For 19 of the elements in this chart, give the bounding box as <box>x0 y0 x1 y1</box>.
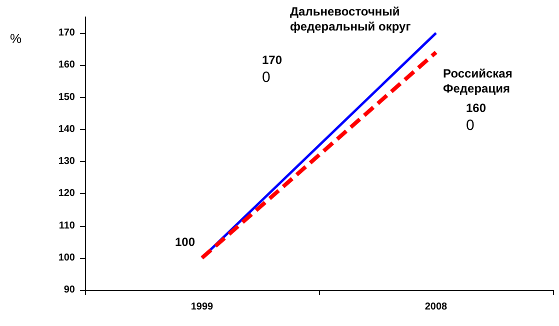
y-tick-label: 170 <box>58 28 76 39</box>
y-tick-label: 130 <box>58 156 76 168</box>
y-tick-label: 110 <box>58 220 76 232</box>
annotation: 0 <box>466 117 474 134</box>
y-tick-label: 140 <box>58 124 76 135</box>
y-tick-label: 90 <box>64 284 76 296</box>
annotation: 0 <box>262 69 270 86</box>
y-tick-label: 120 <box>58 188 76 200</box>
annotation: 170 <box>262 53 282 67</box>
annotation: 100 <box>175 235 196 249</box>
annotation: 160 <box>466 101 486 115</box>
series-label: Российская Федерация <box>443 66 512 96</box>
y-tick-label: 100 <box>58 252 76 264</box>
series-label: Дальневосточный федеральный округ <box>290 4 411 34</box>
y-axis-title: % <box>10 31 22 46</box>
y-tick-label: 160 <box>58 60 76 71</box>
x-tick-label: 2008 <box>424 302 448 312</box>
y-tick-label: 150 <box>58 92 76 103</box>
x-tick-label: 1999 <box>190 302 214 312</box>
